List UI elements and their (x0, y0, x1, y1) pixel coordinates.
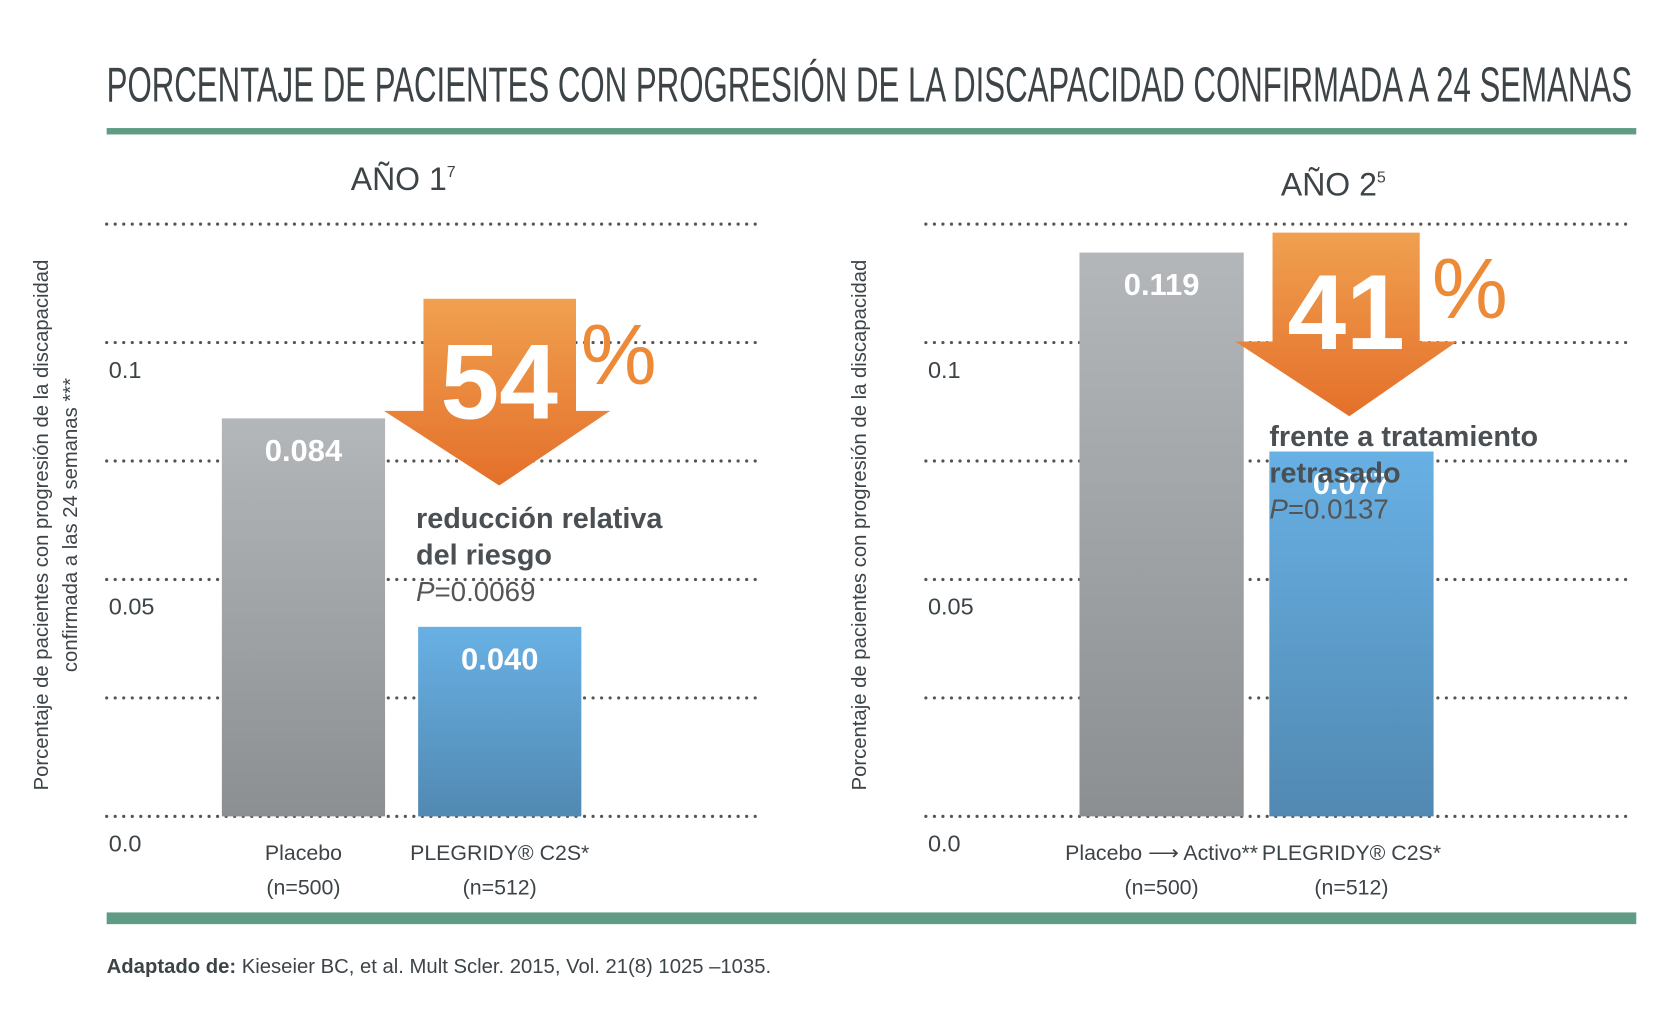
y-tick-label: 0.05 (928, 594, 974, 620)
bar (1269, 451, 1434, 817)
subtitle-ref: 7 (447, 164, 456, 181)
category-note: (n=500) (266, 875, 340, 899)
subtitle: AÑO 25 (1281, 166, 1386, 202)
source: Adaptado de: Kieseier BC, et al. Mult Sc… (107, 956, 771, 978)
p-text: =0.0137 (1288, 494, 1389, 525)
value-label: 0.040 (461, 642, 538, 677)
value-label: 0.119 (1124, 267, 1200, 302)
reduction-arrow (1235, 232, 1458, 417)
y-axis-label: Porcentaje de pacientes con progresión d… (849, 260, 871, 791)
y-tick-label: 0.0 (109, 831, 142, 857)
source-label: Adaptado de: (107, 956, 236, 978)
annotation-line: reducción relativa (416, 503, 663, 535)
p-value: P=0.0137 (1269, 494, 1388, 525)
y-axis-label: confirmada a las 24 semanas *** (60, 378, 82, 672)
p-symbol: P (416, 576, 435, 607)
reduction-unit: % (581, 308, 657, 403)
y-tick-label: 0.1 (109, 357, 142, 383)
annotation-line: frente a tratamiento (1269, 421, 1538, 453)
subtitle: AÑO 17 (351, 161, 456, 197)
reduction-value: 54 (441, 321, 558, 441)
bar (418, 626, 582, 817)
value-label: 0.084 (265, 433, 343, 468)
bar (221, 418, 386, 817)
top-rule (106, 128, 1637, 135)
bottom-rule (106, 912, 1637, 925)
category-label: PLEGRIDY® C2S* (1262, 841, 1441, 865)
bar (1079, 252, 1244, 817)
value-label: 0.077 (1313, 466, 1390, 501)
y-tick-label: 0.05 (109, 594, 155, 620)
p-text: =0.0069 (434, 576, 535, 607)
annotation-line: retrasado (1269, 457, 1400, 489)
p-symbol: P (1269, 494, 1288, 525)
p-value: P=0.0069 (416, 576, 535, 607)
subtitle-text: AÑO 2 (1281, 166, 1377, 202)
reduction-arrow (384, 298, 611, 486)
subtitle-text: AÑO 1 (351, 161, 447, 197)
category-label: Placebo ⟶ Activo** (1065, 841, 1258, 865)
subtitle-ref: 5 (1377, 169, 1386, 186)
reduction-value: 41 (1287, 252, 1404, 372)
title: PORCENTAJE DE PACIENTES CON PROGRESIÓN D… (107, 57, 1632, 112)
source-text: Kieseier BC, et al. Mult Scler. 2015, Vo… (242, 956, 771, 978)
category-label: Placebo (265, 841, 342, 865)
category-note: (n=512) (463, 875, 537, 899)
category-note: (n=500) (1125, 875, 1199, 899)
y-tick-label: 0.1 (928, 357, 961, 383)
annotation-line: del riesgo (416, 540, 552, 572)
category-note: (n=512) (1314, 875, 1388, 899)
y-tick-label: 0.0 (928, 831, 961, 857)
reduction-unit: % (1432, 242, 1508, 337)
category-label: PLEGRIDY® C2S* (410, 841, 589, 865)
y-axis-label: Porcentaje de pacientes con progresión d… (31, 260, 53, 791)
